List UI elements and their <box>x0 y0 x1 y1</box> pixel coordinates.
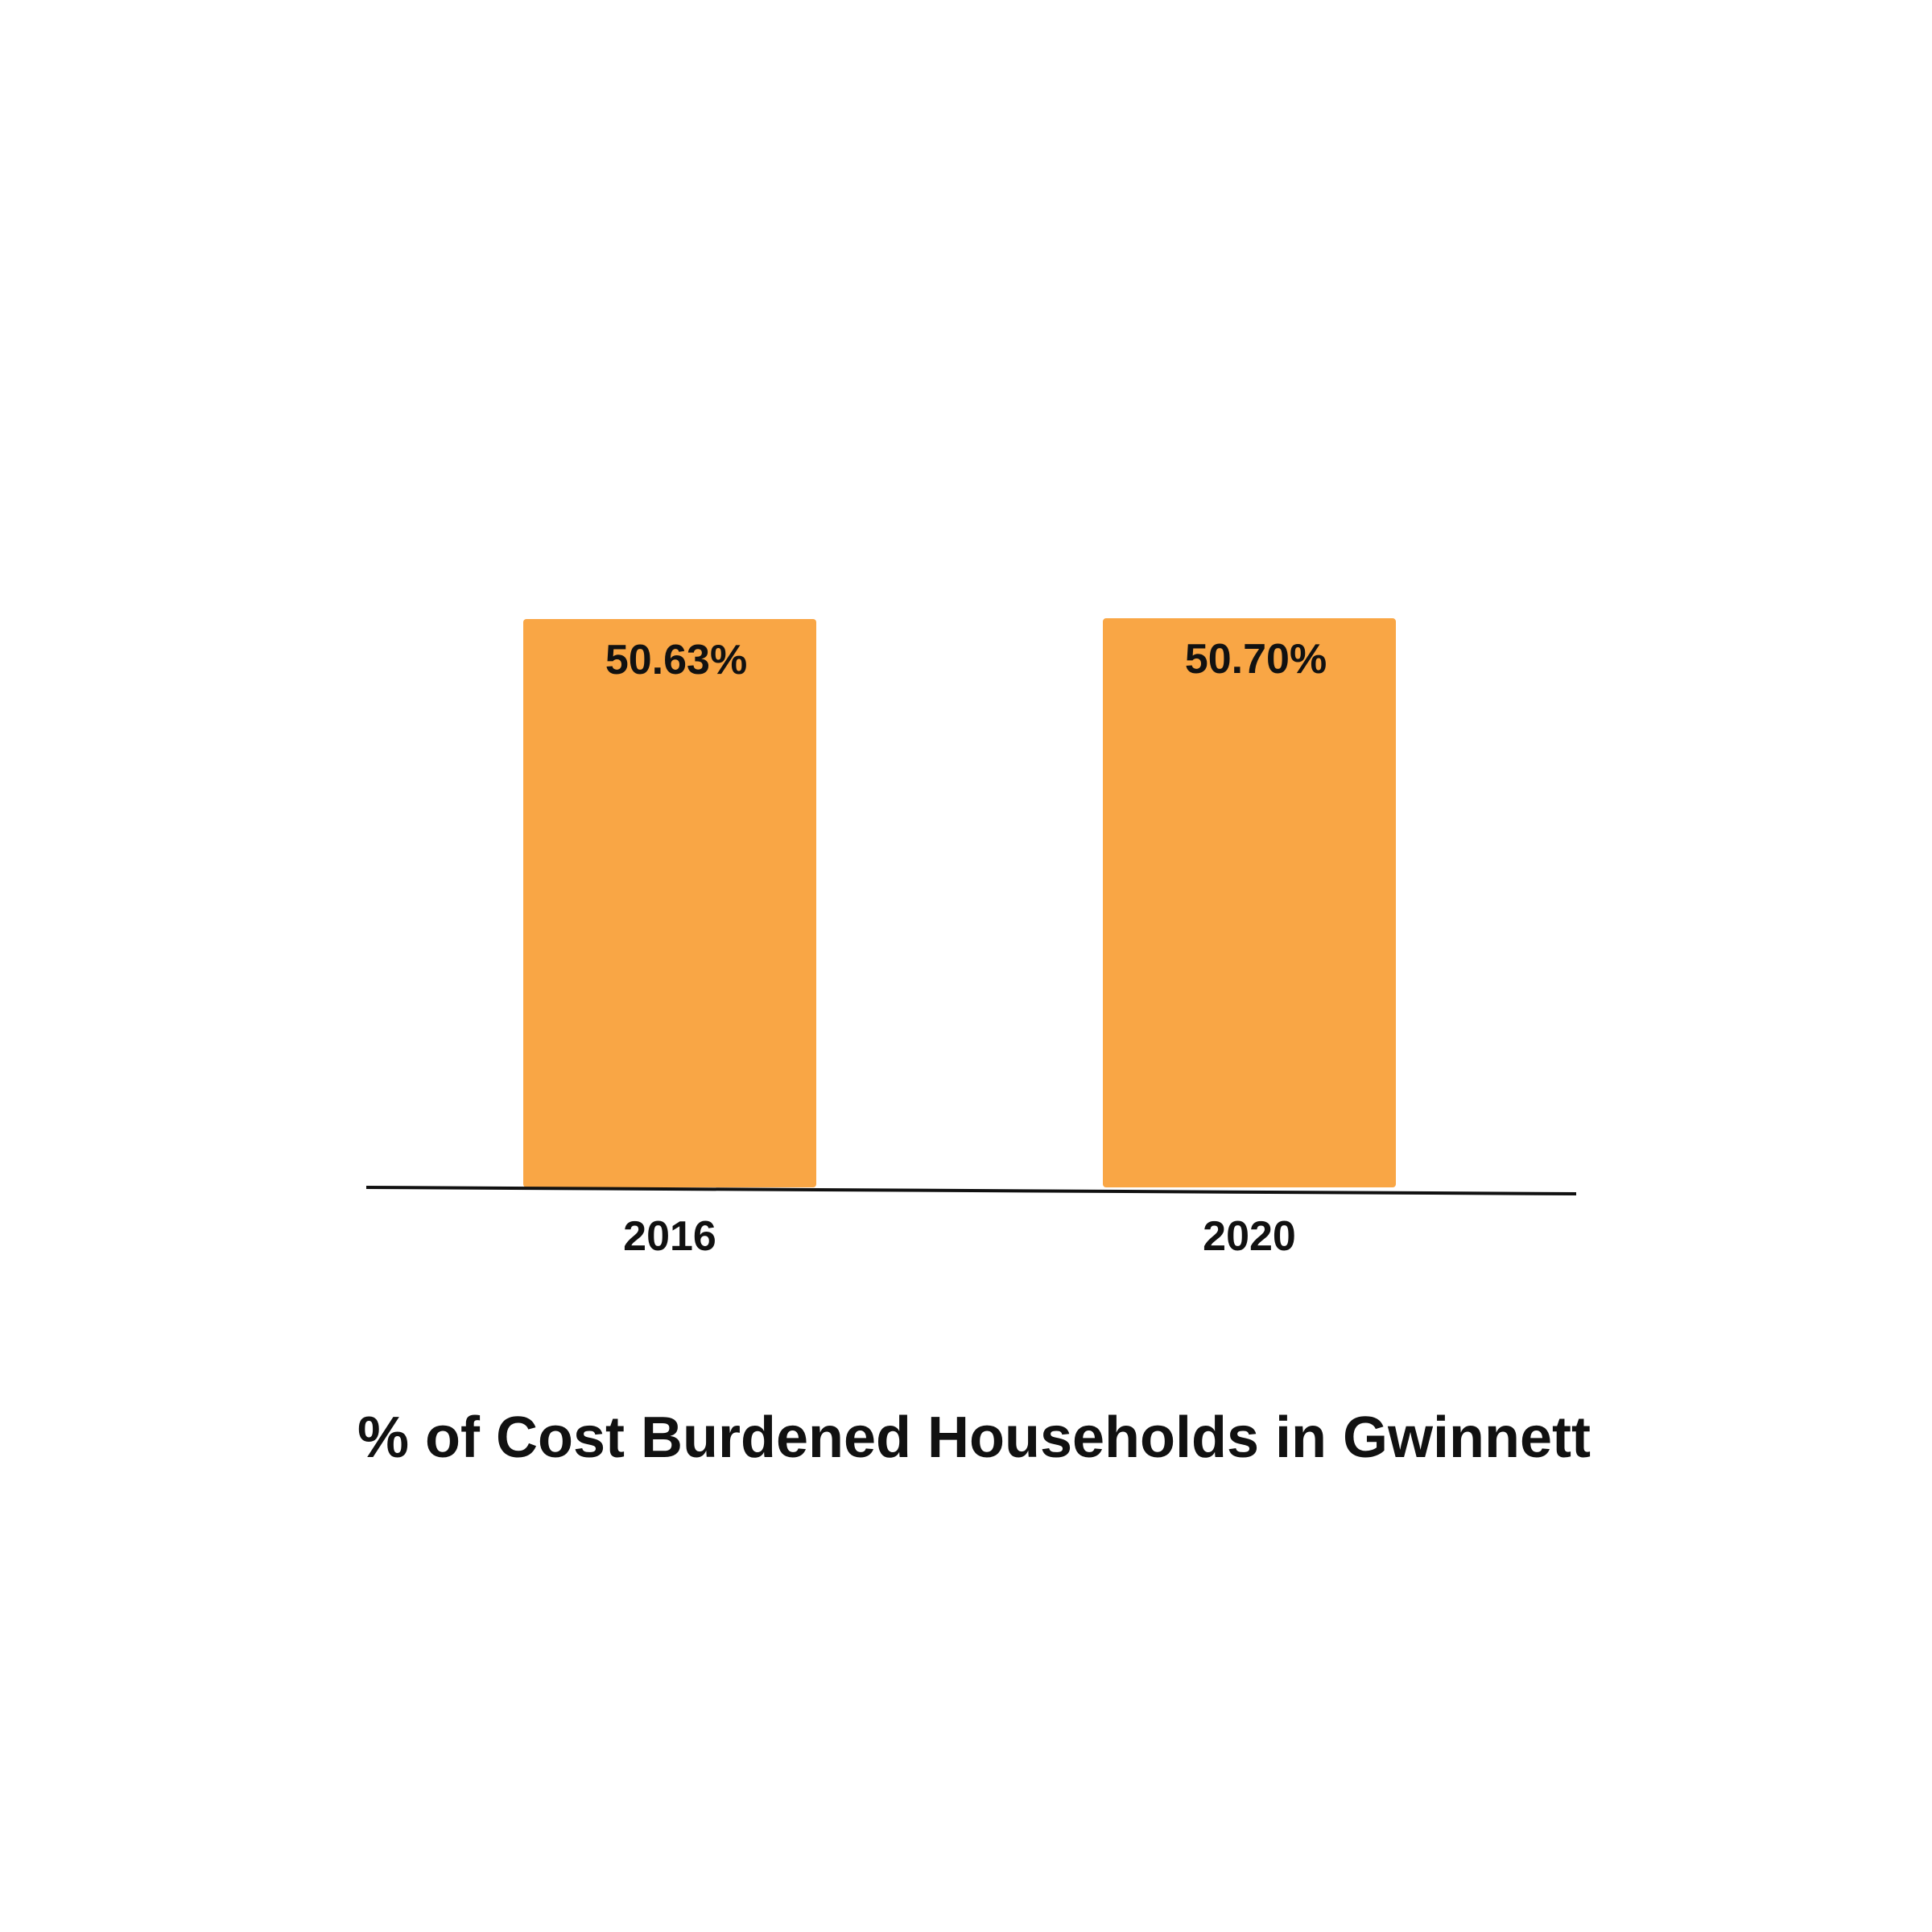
x-tick-label-2020: 2020 <box>1203 1213 1296 1260</box>
x-axis-line <box>365 1186 1577 1195</box>
tick-labels-layer: 2016 2020 <box>623 1213 1296 1260</box>
bars-layer <box>523 618 1396 1187</box>
x-tick-label-2016: 2016 <box>623 1213 716 1260</box>
value-labels-layer: 50.63% 50.70% <box>605 636 1327 683</box>
bar-2016 <box>523 619 816 1187</box>
bar-value-label-2016: 50.63% <box>605 637 747 683</box>
bar-value-label-2020: 50.70% <box>1185 636 1327 683</box>
chart-title: % of Cost Burdened Households in Gwinnet… <box>357 1406 1591 1470</box>
bar-2020 <box>1103 618 1396 1187</box>
